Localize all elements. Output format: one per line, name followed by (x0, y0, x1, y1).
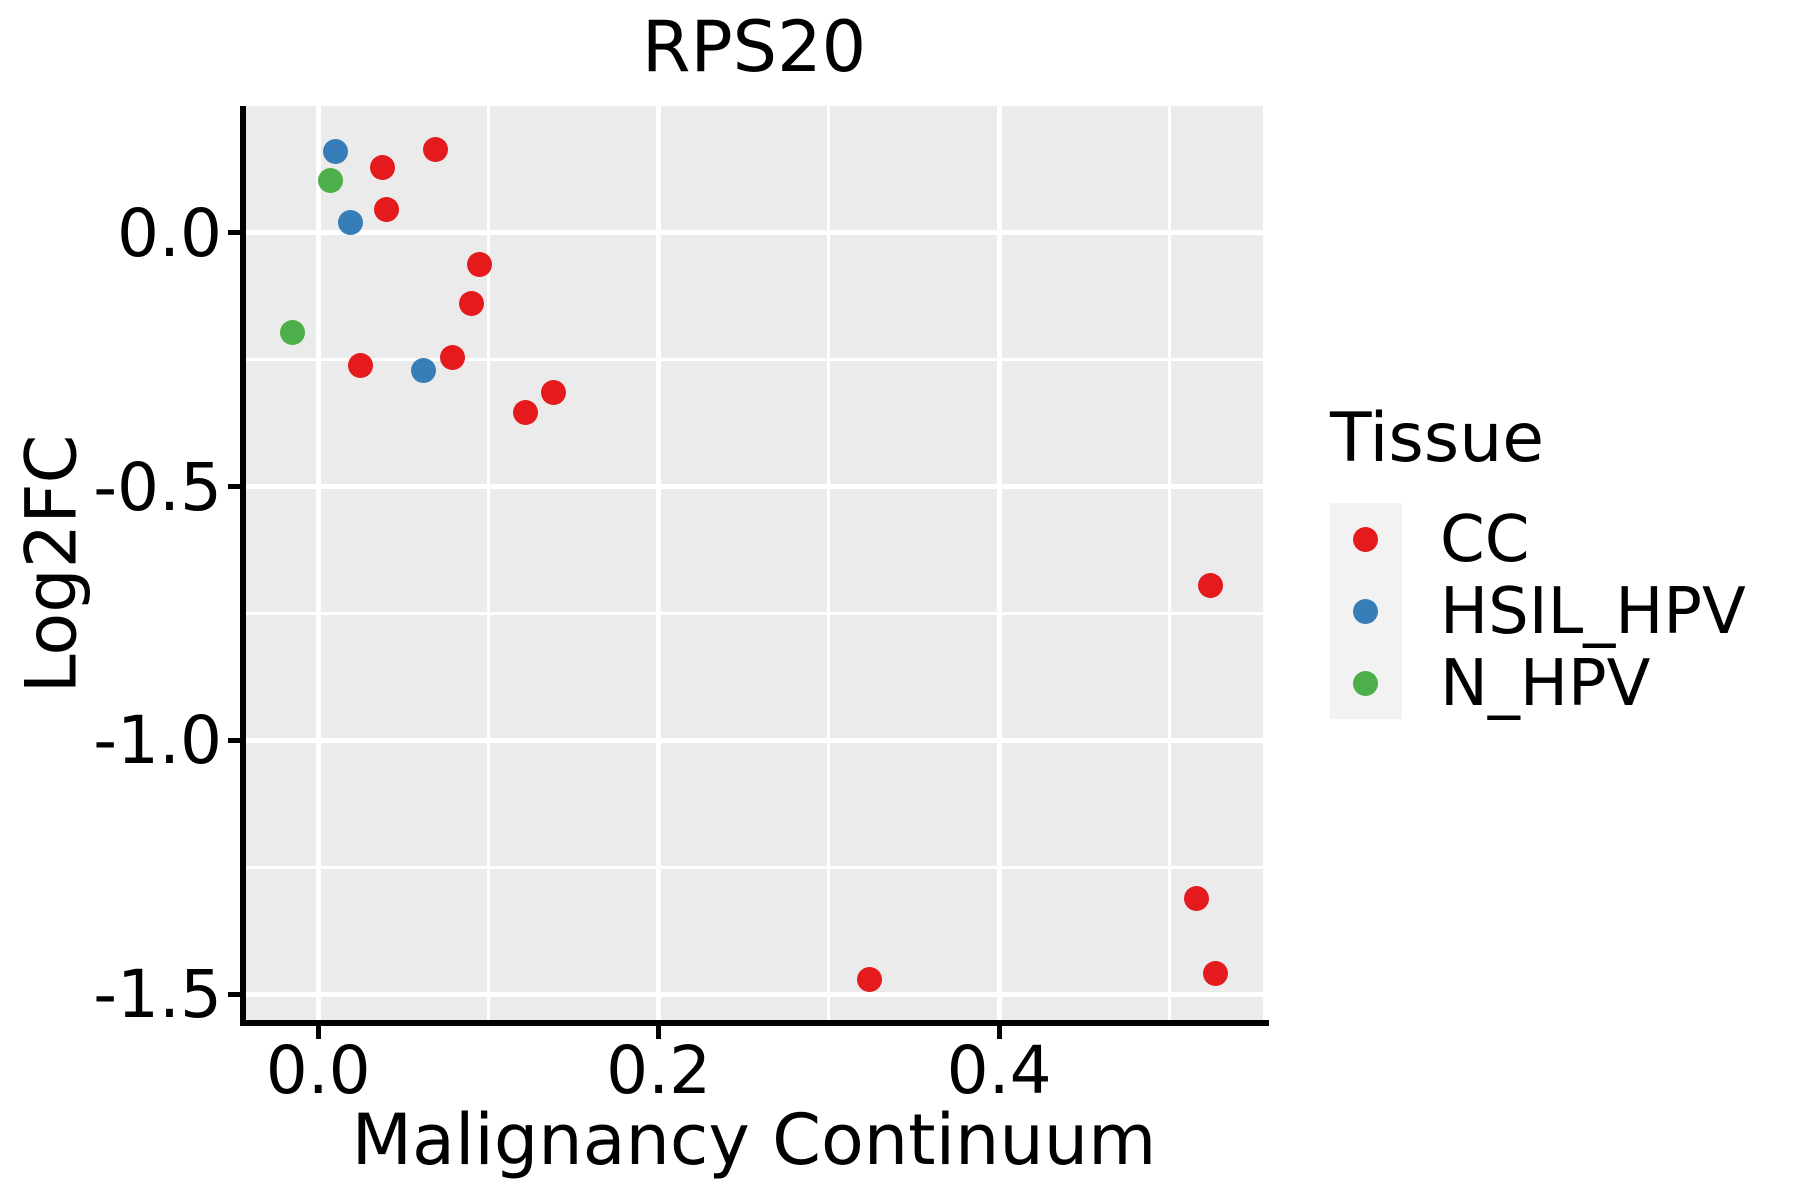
x-axis-tick (656, 1024, 662, 1039)
data-point-CC (1197, 572, 1223, 598)
legend-dot-HSIL_HPV (1353, 598, 1378, 624)
plot-panel (245, 106, 1263, 1022)
y-tick-label: -0.5 (93, 448, 222, 526)
legend-dot-CC (1353, 526, 1378, 552)
data-point-CC (513, 399, 539, 425)
y-major-gridline (245, 484, 1263, 490)
y-axis-tick (228, 991, 243, 997)
legend-label-CC: CC (1440, 503, 1530, 577)
y-major-gridline (245, 737, 1263, 743)
y-axis-tick (228, 737, 243, 743)
data-point-CC (373, 196, 399, 222)
data-point-HSIL_HPV (411, 358, 437, 384)
y-axis-tick (228, 230, 243, 236)
data-point-CC (440, 345, 466, 371)
x-tick-label: 0.0 (265, 1032, 371, 1109)
legend-title: Tissue (1330, 399, 1545, 478)
data-point-CC (458, 291, 484, 317)
y-major-gridline (245, 230, 1263, 236)
y-minor-gridline (245, 865, 1263, 869)
legend-label-HSIL_HPV: HSIL_HPV (1440, 575, 1746, 649)
x-major-gridline (315, 106, 321, 1022)
data-point-CC (1184, 885, 1210, 911)
y-minor-gridline (245, 358, 1263, 362)
legend-dot-N_HPV (1353, 670, 1378, 696)
x-axis-tick (996, 1024, 1002, 1039)
x-major-gridline (656, 106, 662, 1022)
data-point-HSIL_HPV (338, 210, 364, 236)
data-point-CC (348, 353, 374, 379)
data-point-CC (467, 252, 493, 278)
y-major-gridline (245, 991, 1263, 997)
data-point-HSIL_HPV (322, 139, 348, 165)
x-minor-gridline (486, 106, 490, 1022)
data-point-CC (370, 155, 396, 181)
y-axis-line (240, 106, 246, 1026)
x-major-gridline (996, 106, 1002, 1022)
x-axis-tick (315, 1024, 321, 1039)
x-axis-title: Malignancy Continuum (351, 1099, 1157, 1181)
data-point-CC (540, 380, 566, 406)
legend-label-N_HPV: N_HPV (1440, 647, 1651, 721)
x-minor-gridline (827, 106, 831, 1022)
y-axis-tick (228, 484, 243, 490)
x-minor-gridline (1167, 106, 1171, 1022)
y-tick-label: 0.0 (117, 194, 222, 272)
data-point-CC (423, 136, 449, 162)
x-tick-label: 0.4 (946, 1032, 1052, 1109)
data-point-N_HPV (280, 320, 306, 346)
y-axis-title-box: Log2FC (8, 106, 94, 1022)
data-point-CC (1202, 960, 1228, 986)
y-axis-title: Log2FC (10, 434, 92, 694)
chart-title: RPS20 (641, 6, 867, 88)
data-point-N_HPV (317, 168, 343, 194)
y-minor-gridline (245, 611, 1263, 615)
y-tick-label: -1.0 (93, 702, 222, 780)
x-axis-line (240, 1020, 1269, 1026)
y-tick-label: -1.5 (93, 956, 222, 1034)
x-tick-label: 0.2 (606, 1032, 712, 1109)
data-point-CC (857, 966, 883, 992)
